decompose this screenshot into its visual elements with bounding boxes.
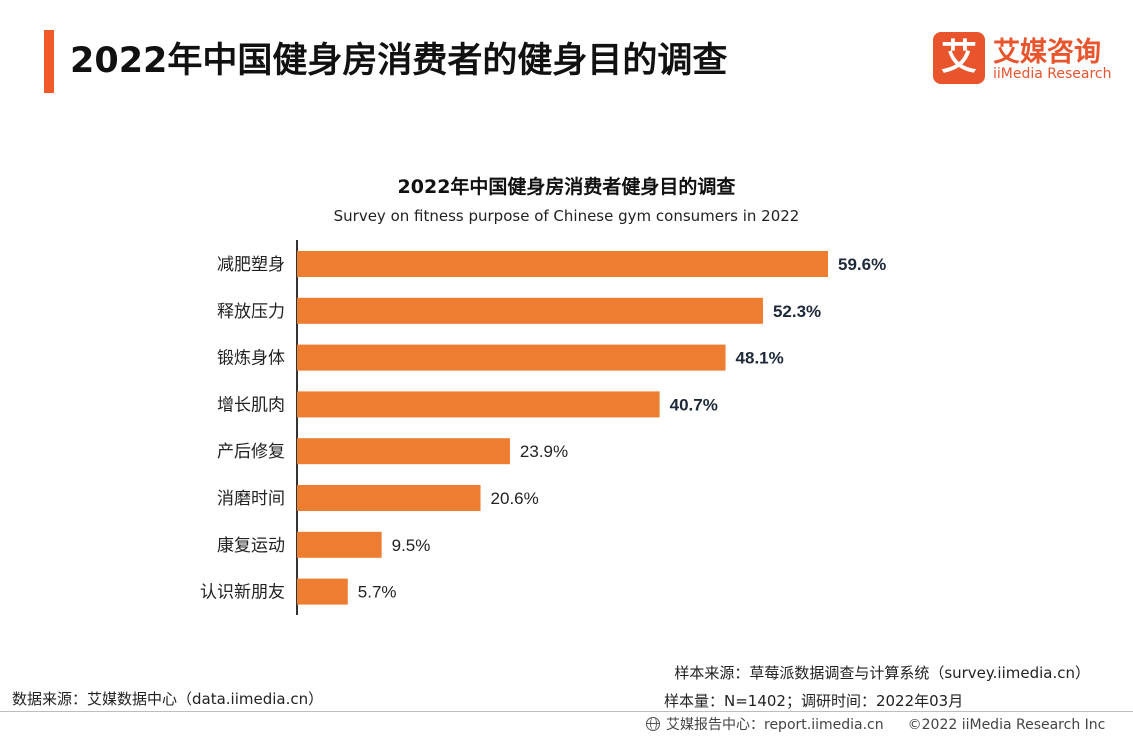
value-label-4: 40.7% <box>670 395 718 414</box>
value-label-6: 20.6% <box>491 489 539 508</box>
chart-subtitle: Survey on fitness purpose of Chinese gym… <box>333 207 800 225</box>
logo-text-cn: 艾媒咨询 <box>993 37 1101 68</box>
value-label-2: 52.3% <box>773 302 821 321</box>
report-center-link[interactable]: 艾媒报告中心：report.iimedia.cn <box>666 717 884 733</box>
footer-divider <box>0 711 1133 712</box>
title-accent-bar <box>44 30 54 93</box>
category-label-6: 消磨时间 <box>217 489 285 509</box>
value-label-1: 59.6% <box>838 255 886 274</box>
value-label-5: 23.9% <box>520 442 568 461</box>
bar-5 <box>297 438 510 465</box>
footer-bar: 艾媒报告中心：report.iimedia.cn ©2022 iiMedia Re… <box>646 714 1105 734</box>
logo-text-en: iiMedia Research <box>993 66 1112 82</box>
category-label-2: 释放压力 <box>217 302 285 322</box>
value-label-7: 9.5% <box>392 536 431 555</box>
bar-1 <box>297 251 828 277</box>
data-source: 数据来源：艾媒数据中心（data.iimedia.cn） <box>12 690 324 708</box>
sample-size: 样本量：N=1402；调研时间：2022年03月 <box>664 692 964 710</box>
logo-mark-icon: 艾 <box>933 32 985 84</box>
value-label-3: 48.1% <box>736 349 784 368</box>
bar-2 <box>297 297 763 324</box>
bar-4 <box>297 391 660 418</box>
copyright: ©2022 iiMedia Research Inc <box>907 717 1106 733</box>
category-label-5: 产后修复 <box>217 442 285 462</box>
bar-8 <box>297 578 348 605</box>
page-title: 2022年中国健身房消费者的健身目的调查 <box>70 41 728 81</box>
category-label-1: 减肥塑身 <box>217 255 285 275</box>
bar-7 <box>297 531 382 558</box>
category-label-7: 康复运动 <box>217 536 285 556</box>
sample-source: 样本来源：草莓派数据调查与计算系统（survey.iimedia.cn） <box>674 664 1090 682</box>
category-label-3: 锻炼身体 <box>217 349 285 369</box>
globe-icon <box>646 717 660 731</box>
bar-3 <box>297 344 726 371</box>
category-label-8: 认识新朋友 <box>200 583 285 603</box>
chart-title: 2022年中国健身房消费者健身目的调查 <box>397 176 736 198</box>
value-label-8: 5.7% <box>358 583 397 602</box>
bar-6 <box>297 485 481 511</box>
iimedia-logo: 艾 艾媒咨询 iiMedia Research <box>933 30 1133 90</box>
category-label-4: 增长肌肉 <box>217 395 285 415</box>
